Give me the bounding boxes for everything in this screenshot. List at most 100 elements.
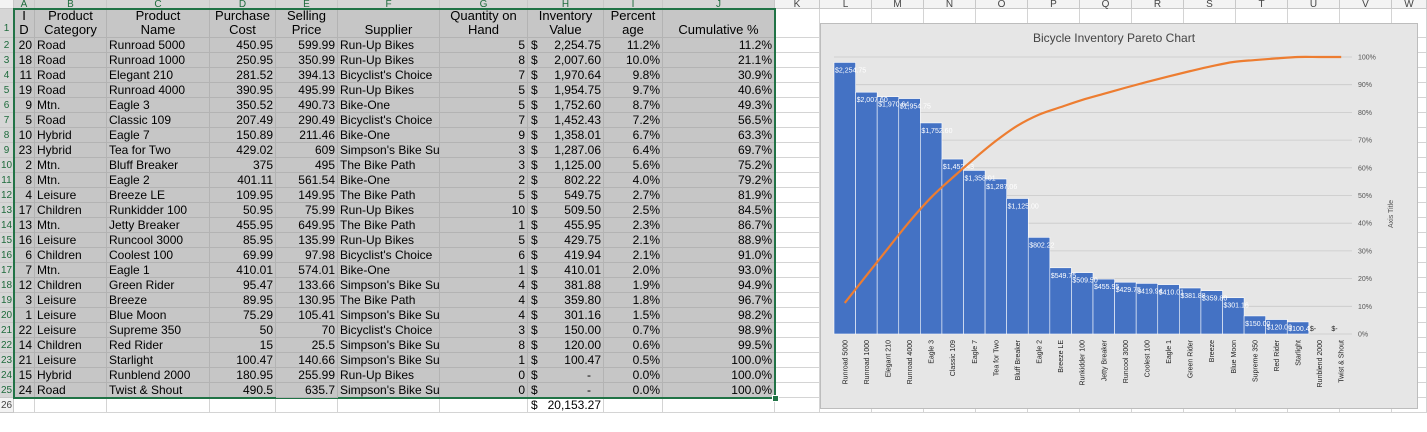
cell-supplier[interactable]: Simpson's Bike Supply xyxy=(338,338,440,353)
column-header-o[interactable]: O xyxy=(976,0,1028,10)
cell-quantity[interactable]: 7 xyxy=(440,113,528,128)
cell-quantity[interactable]: 5 xyxy=(440,233,528,248)
row-header-17[interactable]: 17 xyxy=(0,263,14,278)
select-all-corner[interactable] xyxy=(0,0,14,9)
cell-inventory-value[interactable]: $2,254.75 xyxy=(528,38,604,53)
empty-cell[interactable] xyxy=(775,323,820,338)
cell-selling-price[interactable]: 574.01 xyxy=(276,263,338,278)
cell-purchase-cost[interactable]: 450.95 xyxy=(210,38,276,53)
cell-id[interactable]: 22 xyxy=(14,323,35,338)
row-header-10[interactable]: 10 xyxy=(0,158,14,173)
cell-quantity[interactable]: 1 xyxy=(440,353,528,368)
cell-category[interactable]: Mtn. xyxy=(35,218,107,233)
empty-cell[interactable] xyxy=(775,368,820,383)
cell-product-name[interactable]: Runcool 3000 xyxy=(107,233,210,248)
cumulative-percent-line[interactable] xyxy=(843,55,1342,304)
cell-purchase-cost[interactable]: 109.95 xyxy=(210,188,276,203)
cell-percentage[interactable]: 8.7% xyxy=(604,98,663,113)
cell-cumulative[interactable]: 100.0% xyxy=(663,368,775,383)
cell-product-name[interactable]: Elegant 210 xyxy=(107,68,210,83)
cell-percentage[interactable]: 0.0% xyxy=(604,368,663,383)
cell-category[interactable]: Hybrid xyxy=(35,368,107,383)
cell-product-name[interactable]: Green Rider xyxy=(107,278,210,293)
empty-cell[interactable] xyxy=(14,398,35,413)
cell-product-name[interactable]: Tea for Two xyxy=(107,143,210,158)
row-header-2[interactable]: 2 xyxy=(0,38,14,53)
cell-supplier[interactable]: Bicyclist's Choice xyxy=(338,323,440,338)
cell-quantity[interactable]: 2 xyxy=(440,173,528,188)
cell-product-name[interactable]: Blue Moon xyxy=(107,308,210,323)
row-header-24[interactable]: 24 xyxy=(0,368,14,383)
cell-id[interactable]: 10 xyxy=(14,128,35,143)
cell-selling-price[interactable]: 149.95 xyxy=(276,188,338,203)
cell-product-name[interactable]: Runroad 1000 xyxy=(107,53,210,68)
cell-percentage[interactable]: 2.5% xyxy=(604,203,663,218)
cell-cumulative[interactable]: 98.9% xyxy=(663,323,775,338)
cell-selling-price[interactable]: 599.99 xyxy=(276,38,338,53)
cell-percentage[interactable]: 1.9% xyxy=(604,278,663,293)
empty-cell[interactable] xyxy=(775,338,820,353)
cell-cumulative[interactable]: 75.2% xyxy=(663,158,775,173)
cell-inventory-value[interactable]: $100.47 xyxy=(528,353,604,368)
column-header-a[interactable]: A xyxy=(14,0,35,10)
cell-product-name[interactable]: Runroad 5000 xyxy=(107,38,210,53)
cell-id[interactable]: 23 xyxy=(14,143,35,158)
cell-selling-price[interactable]: 25.5 xyxy=(276,338,338,353)
cell-percentage[interactable]: 1.5% xyxy=(604,308,663,323)
cell-category[interactable]: Mtn. xyxy=(35,263,107,278)
cell-product-name[interactable]: Twist & Shout xyxy=(107,383,210,398)
cell-inventory-value[interactable]: $1,358.01 xyxy=(528,128,604,143)
pareto-chart[interactable]: Bicycle Inventory Pareto Chart $2,254.75… xyxy=(820,23,1418,409)
cell-cumulative[interactable]: 96.7% xyxy=(663,293,775,308)
cell-id[interactable]: 4 xyxy=(14,188,35,203)
cell-cumulative[interactable]: 11.2% xyxy=(663,38,775,53)
bar-1[interactable] xyxy=(855,91,878,335)
cell-purchase-cost[interactable]: 429.02 xyxy=(210,143,276,158)
cell-product-name[interactable]: Classic 109 xyxy=(107,113,210,128)
cell-supplier[interactable]: Bike-One xyxy=(338,263,440,278)
cell-supplier[interactable]: The Bike Path xyxy=(338,218,440,233)
row-header-11[interactable]: 11 xyxy=(0,173,14,188)
empty-cell[interactable] xyxy=(775,248,820,263)
cell-product-name[interactable]: Supreme 350 xyxy=(107,323,210,338)
cell-cumulative[interactable]: 63.3% xyxy=(663,128,775,143)
cell-selling-price[interactable]: 495 xyxy=(276,158,338,173)
cell-id[interactable]: 16 xyxy=(14,233,35,248)
empty-cell[interactable] xyxy=(775,233,820,248)
cell-purchase-cost[interactable]: 75.29 xyxy=(210,308,276,323)
cell-purchase-cost[interactable]: 95.47 xyxy=(210,278,276,293)
row-header-23[interactable]: 23 xyxy=(0,353,14,368)
cell-purchase-cost[interactable]: 390.95 xyxy=(210,83,276,98)
bar-9[interactable] xyxy=(1027,237,1051,335)
cell-percentage[interactable]: 2.1% xyxy=(604,248,663,263)
cell-id[interactable]: 24 xyxy=(14,383,35,398)
cell-quantity[interactable]: 4 xyxy=(440,293,528,308)
cell-selling-price[interactable]: 350.99 xyxy=(276,53,338,68)
empty-cell[interactable] xyxy=(663,398,775,413)
cell-purchase-cost[interactable]: 50.95 xyxy=(210,203,276,218)
bar-8[interactable] xyxy=(1006,198,1029,335)
cell-purchase-cost[interactable]: 85.95 xyxy=(210,233,276,248)
cell-percentage[interactable]: 1.8% xyxy=(604,293,663,308)
cell-quantity[interactable]: 8 xyxy=(440,53,528,68)
cell-category[interactable]: Hybrid xyxy=(35,143,107,158)
empty-cell[interactable] xyxy=(775,353,820,368)
cell-supplier[interactable]: Run-Up Bikes xyxy=(338,38,440,53)
column-header-t[interactable]: T xyxy=(1236,0,1288,10)
row-header-1[interactable]: 1 xyxy=(0,9,14,38)
cell-cumulative[interactable]: 98.2% xyxy=(663,308,775,323)
cell-product-name[interactable]: Eagle 1 xyxy=(107,263,210,278)
cell-cumulative[interactable]: 49.3% xyxy=(663,98,775,113)
empty-cell[interactable] xyxy=(775,293,820,308)
bar-4[interactable] xyxy=(920,122,943,335)
cell-selling-price[interactable]: 394.13 xyxy=(276,68,338,83)
column-header-h[interactable]: H xyxy=(528,0,604,10)
column-header-f[interactable]: F xyxy=(338,0,440,10)
cell-percentage[interactable]: 0.7% xyxy=(604,323,663,338)
cell-purchase-cost[interactable]: 50 xyxy=(210,323,276,338)
cell-quantity[interactable]: 6 xyxy=(440,248,528,263)
cell-quantity[interactable]: 0 xyxy=(440,368,528,383)
column-header-s[interactable]: S xyxy=(1184,0,1236,10)
cell-purchase-cost[interactable]: 281.52 xyxy=(210,68,276,83)
